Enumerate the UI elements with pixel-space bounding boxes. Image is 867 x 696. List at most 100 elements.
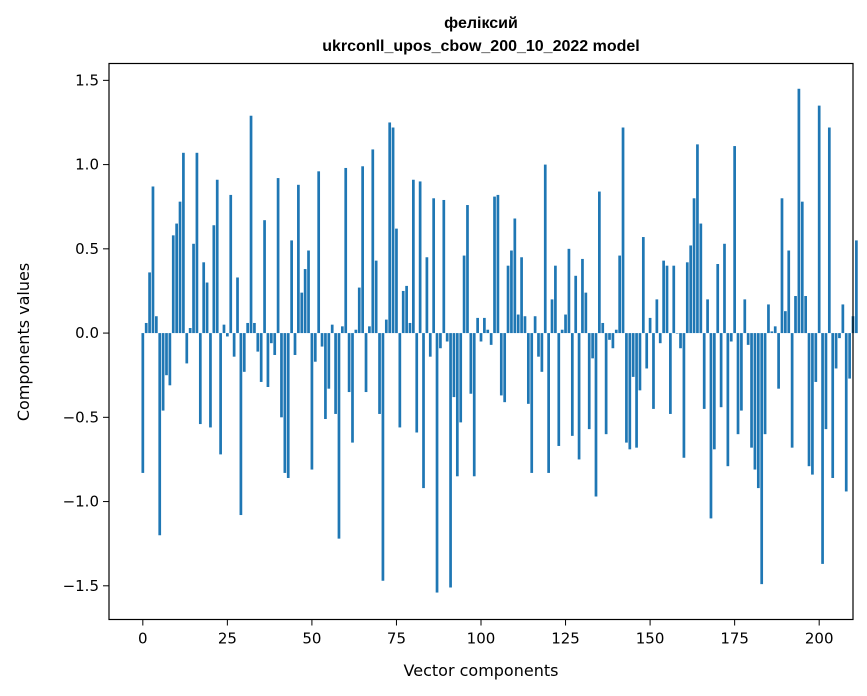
- y-axis-ticks: −1.5 −1.0 −0.5 0.0 0.5 1.0 1.5: [63, 71, 109, 595]
- bar: [601, 322, 605, 334]
- bar: [442, 199, 446, 334]
- bar: [151, 186, 155, 334]
- bar: [226, 333, 229, 337]
- bar: [324, 333, 327, 420]
- bar: [276, 178, 280, 334]
- bar: [313, 333, 317, 362]
- bar: [652, 333, 655, 409]
- bar: [178, 201, 182, 334]
- bar: [273, 333, 277, 355]
- bar: [750, 333, 753, 448]
- x-axis-ticks: 0 25 50 75 100 125 150 175 200: [138, 619, 834, 648]
- bar: [838, 333, 841, 339]
- bar: [171, 235, 175, 334]
- bar: [293, 333, 297, 355]
- bar: [740, 333, 743, 411]
- bar: [604, 333, 608, 435]
- bar: [594, 333, 598, 497]
- bar: [510, 250, 513, 334]
- x-tick-label: 200: [805, 630, 834, 648]
- y-tick-label: 1.5: [75, 71, 99, 89]
- bar: [645, 333, 649, 369]
- bar: [685, 262, 689, 334]
- bar: [161, 333, 165, 411]
- bar: [760, 333, 764, 585]
- bar: [736, 333, 740, 435]
- bar: [709, 333, 713, 519]
- bar: [723, 243, 726, 334]
- bar: [486, 329, 490, 334]
- bar: [611, 333, 615, 349]
- x-tick-label: 100: [467, 630, 496, 648]
- bar: [506, 265, 510, 334]
- bar: [540, 333, 544, 372]
- bar: [209, 333, 212, 428]
- bar: [439, 333, 442, 349]
- bar: [543, 164, 547, 334]
- bar: [483, 317, 486, 334]
- bar: [378, 333, 381, 414]
- bar: [412, 179, 415, 334]
- bar: [327, 333, 331, 389]
- y-tick-label: 0.5: [75, 240, 99, 258]
- bar: [699, 223, 703, 334]
- bar: [787, 250, 791, 334]
- bar: [158, 333, 162, 536]
- bar: [445, 333, 449, 342]
- bar: [848, 333, 851, 379]
- bar: [824, 333, 828, 430]
- bar: [814, 333, 818, 382]
- bar: [435, 333, 439, 593]
- bar: [530, 333, 534, 473]
- bar: [503, 333, 507, 403]
- bar: [388, 122, 392, 334]
- bar: [513, 218, 517, 334]
- bar: [526, 333, 530, 404]
- bar: [455, 333, 459, 477]
- bar: [831, 333, 835, 478]
- bar: [821, 333, 824, 564]
- bar: [577, 333, 581, 460]
- bar: [523, 316, 527, 334]
- bar: [773, 326, 777, 334]
- bar: [249, 115, 253, 334]
- bar: [395, 228, 398, 334]
- x-tick-label: 25: [218, 630, 237, 648]
- bar: [719, 333, 723, 408]
- bar: [182, 152, 185, 334]
- bar: [834, 333, 838, 369]
- bar: [807, 333, 811, 467]
- bar: [459, 333, 463, 423]
- bar: [259, 333, 263, 382]
- bar: [733, 146, 736, 334]
- bar: [547, 333, 550, 473]
- bar: [236, 277, 239, 334]
- bar: [702, 333, 706, 409]
- bar: [415, 333, 419, 433]
- bar: [320, 333, 324, 347]
- bar: [770, 331, 774, 334]
- bar: [692, 198, 696, 334]
- bar: [144, 322, 148, 334]
- x-axis-label: Vector components: [404, 661, 559, 680]
- bar: [800, 201, 804, 334]
- bar: [608, 333, 611, 340]
- bar: [361, 166, 364, 334]
- bar: [662, 260, 665, 334]
- y-axis-label: Components values: [14, 263, 33, 421]
- bar: [347, 333, 351, 393]
- bar: [364, 333, 368, 393]
- bar: [638, 333, 642, 391]
- bar: [784, 311, 787, 334]
- bar: [574, 275, 578, 334]
- bar: [175, 223, 178, 334]
- bar: [246, 322, 250, 334]
- y-tick-label: 1.0: [75, 156, 99, 174]
- bar: [374, 260, 378, 334]
- bar: [334, 333, 337, 414]
- bar: [141, 333, 145, 473]
- bar: [202, 262, 206, 334]
- bar: [844, 333, 848, 492]
- bar: [195, 152, 199, 334]
- bar: [192, 243, 195, 334]
